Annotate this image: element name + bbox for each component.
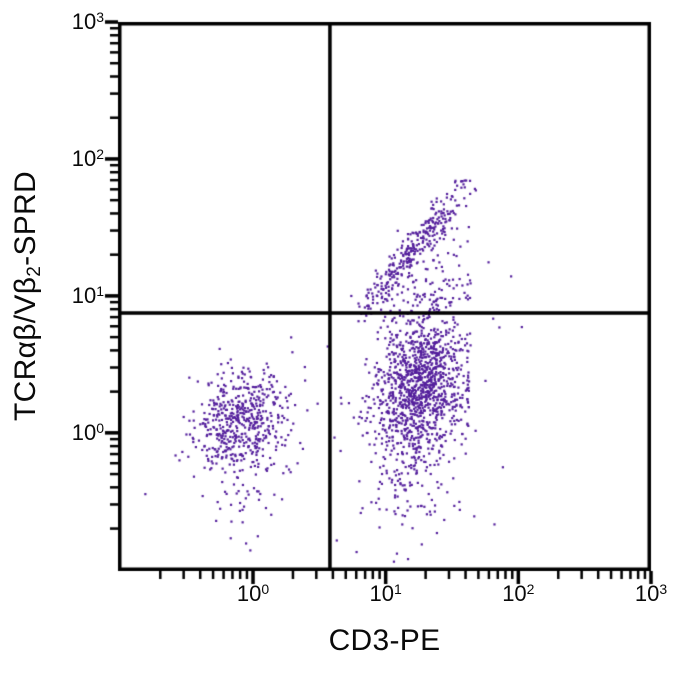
y-tick-label-10e1: 101 <box>71 282 104 308</box>
y-axis-title: TCRαβ/Vβ2-SPRD <box>9 171 45 421</box>
x-tick-label-10e2: 102 <box>502 581 535 606</box>
y-tick-label-10e2: 102 <box>71 145 104 171</box>
y-tick-label-10e3: 103 <box>71 9 104 34</box>
x-tick-label-10e0: 100 <box>236 581 270 606</box>
y-axis-title-post: -SPRD <box>9 171 42 266</box>
x-tick-label-10e1: 101 <box>369 581 402 606</box>
x-axis-title: CD3-PE <box>328 624 441 657</box>
y-tick-label-10e0: 100 <box>71 419 104 445</box>
y-axis-title-pre: TCRαβ/Vβ <box>9 276 42 421</box>
y-axis-title-subscript: 2 <box>24 265 45 277</box>
x-tick-label-10e3: 103 <box>634 581 668 606</box>
